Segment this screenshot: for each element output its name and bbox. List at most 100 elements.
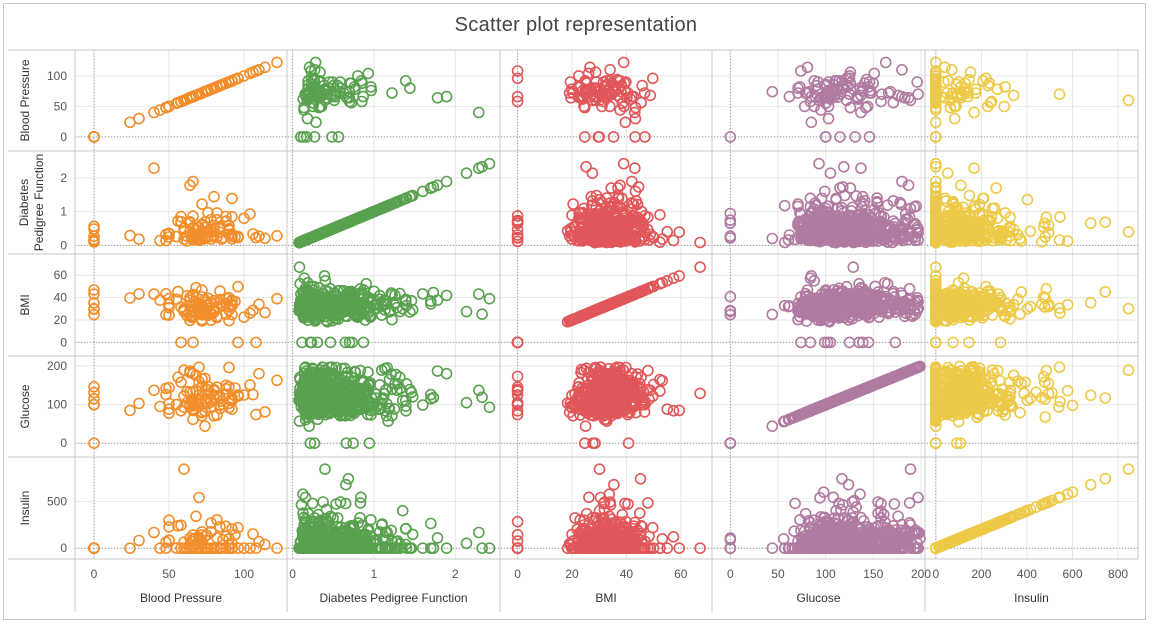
point-glucose-vs-diabetes-pedigree-function xyxy=(778,199,791,212)
point-blood-pressure-vs-bmi xyxy=(259,306,271,319)
point-insulin-vs-blood-pressure xyxy=(929,81,942,93)
point-insulin-vs-bmi xyxy=(1061,298,1074,311)
point-blood-pressure-vs-diabetes-pedigree-function xyxy=(208,190,220,203)
point-glucose-vs-blood-pressure xyxy=(822,112,835,125)
point-insulin-vs-blood-pressure xyxy=(1122,94,1135,107)
point-blood-pressure-vs-bmi xyxy=(271,292,283,305)
point-bmi-vs-bmi xyxy=(694,261,706,274)
point-bmi-vs-diabetes-pedigree-function xyxy=(617,157,630,170)
point-bmi-vs-blood-pressure xyxy=(589,94,602,107)
point-insulin-vs-blood-pressure xyxy=(929,70,942,82)
point-glucose-vs-blood-pressure xyxy=(812,76,824,88)
point-glucose-vs-blood-pressure xyxy=(794,81,806,93)
point-blood-pressure-vs-diabetes-pedigree-function xyxy=(205,213,217,226)
point-glucose-vs-blood-pressure xyxy=(825,89,838,102)
point-blood-pressure-vs-blood-pressure xyxy=(163,100,175,113)
point-bmi-vs-diabetes-pedigree-function xyxy=(628,162,641,174)
point-bmi-vs-blood-pressure xyxy=(627,90,640,103)
point-glucose-vs-blood-pressure xyxy=(879,56,892,69)
point-blood-pressure-vs-blood-pressure xyxy=(148,106,160,119)
point-diabetes-pedigree-function-vs-blood-pressure xyxy=(308,131,321,143)
point-blood-pressure-vs-diabetes-pedigree-function xyxy=(196,230,208,243)
point-blood-pressure-vs-diabetes-pedigree-function xyxy=(226,192,238,205)
point-insulin-vs-blood-pressure xyxy=(998,100,1011,113)
point-diabetes-pedigree-function-vs-blood-pressure xyxy=(362,67,375,80)
point-bmi-vs-blood-pressure xyxy=(628,106,641,119)
point-blood-pressure-vs-diabetes-pedigree-function xyxy=(271,230,283,242)
chart-title: Scatter plot representation xyxy=(454,14,698,36)
point-insulin-vs-blood-pressure xyxy=(999,81,1011,93)
point-glucose-vs-blood-pressure xyxy=(876,88,888,100)
point-blood-pressure-vs-diabetes-pedigree-function xyxy=(238,212,250,225)
point-insulin-vs-blood-pressure xyxy=(970,83,982,96)
point-glucose-vs-blood-pressure xyxy=(847,83,860,96)
point-insulin-vs-blood-pressure xyxy=(929,116,942,129)
point-blood-pressure-vs-diabetes-pedigree-function xyxy=(250,231,262,244)
point-diabetes-pedigree-function-vs-blood-pressure xyxy=(431,92,444,104)
point-blood-pressure-vs-glucose xyxy=(244,379,256,391)
point-bmi-vs-blood-pressure xyxy=(617,56,630,69)
point-blood-pressure-vs-diabetes-pedigree-function xyxy=(217,231,229,244)
point-blood-pressure-vs-blood-pressure xyxy=(196,87,208,99)
point-bmi-vs-blood-pressure xyxy=(572,70,585,82)
point-bmi-vs-blood-pressure xyxy=(563,87,576,99)
point-bmi-vs-blood-pressure xyxy=(583,83,596,96)
point-bmi-vs-blood-pressure xyxy=(603,100,616,113)
point-bmi-vs-blood-pressure xyxy=(578,131,591,143)
point-blood-pressure-vs-diabetes-pedigree-function xyxy=(88,236,100,248)
point-insulin-vs-blood-pressure xyxy=(946,88,958,100)
point-bmi-vs-diabetes-pedigree-function xyxy=(586,167,599,179)
point-glucose-vs-blood-pressure xyxy=(813,94,825,107)
point-insulin-vs-blood-pressure xyxy=(981,100,994,113)
point-insulin-vs-blood-pressure xyxy=(944,94,957,107)
point-glucose-vs-blood-pressure xyxy=(868,67,881,80)
point-glucose-vs-blood-pressure xyxy=(840,72,853,85)
point-blood-pressure-vs-diabetes-pedigree-function xyxy=(223,223,235,235)
point-glucose-vs-blood-pressure xyxy=(911,76,924,88)
point-insulin-vs-blood-pressure xyxy=(980,72,992,85)
point-bmi-vs-diabetes-pedigree-function xyxy=(667,234,680,247)
point-insulin-vs-diabetes-pedigree-function xyxy=(963,189,976,202)
point-diabetes-pedigree-function-vs-bmi xyxy=(483,292,496,305)
point-insulin-vs-diabetes-pedigree-function xyxy=(990,182,1003,194)
point-bmi-vs-blood-pressure xyxy=(629,101,642,114)
point-glucose-vs-blood-pressure xyxy=(875,95,887,108)
point-insulin-vs-blood-pressure xyxy=(948,112,961,125)
point-blood-pressure-vs-bmi xyxy=(232,280,244,293)
point-blood-pressure-vs-bmi xyxy=(247,304,259,317)
point-insulin-vs-blood-pressure xyxy=(959,77,971,89)
point-diabetes-pedigree-function-vs-blood-pressure xyxy=(314,66,326,78)
point-bmi-vs-blood-pressure xyxy=(612,75,625,87)
point-blood-pressure-vs-blood-pressure xyxy=(259,61,271,74)
point-glucose-vs-bmi xyxy=(847,261,860,274)
point-insulin-vs-blood-pressure xyxy=(1007,89,1020,102)
point-insulin-vs-blood-pressure xyxy=(929,93,942,105)
point-bmi-vs-blood-pressure xyxy=(511,65,524,77)
point-glucose-vs-blood-pressure xyxy=(863,76,876,88)
point-insulin-vs-blood-pressure xyxy=(977,75,989,87)
point-bmi-vs-blood-pressure xyxy=(644,89,657,102)
point-insulin-vs-blood-pressure xyxy=(947,87,959,99)
point-diabetes-pedigree-function-vs-blood-pressure xyxy=(301,94,314,107)
point-blood-pressure-vs-glucose xyxy=(271,374,283,387)
point-glucose-vs-blood-pressure xyxy=(801,61,814,74)
point-insulin-vs-blood-pressure xyxy=(929,131,942,143)
point-diabetes-pedigree-function-vs-diabetes-pedigree-function xyxy=(460,167,473,179)
point-bmi-vs-blood-pressure xyxy=(597,76,610,88)
point-diabetes-pedigree-function-vs-bmi xyxy=(293,261,306,274)
point-insulin-vs-blood-pressure xyxy=(958,85,971,98)
point-blood-pressure-vs-diabetes-pedigree-function xyxy=(184,179,196,192)
point-blood-pressure-vs-blood-pressure xyxy=(211,81,223,93)
point-diabetes-pedigree-function-vs-blood-pressure xyxy=(345,77,357,89)
point-diabetes-pedigree-function-vs-diabetes-pedigree-function xyxy=(483,157,496,170)
point-bmi-vs-diabetes-pedigree-function xyxy=(580,161,592,173)
point-diabetes-pedigree-function-vs-diabetes-pedigree-function xyxy=(476,161,488,173)
point-blood-pressure-vs-blood-pressure xyxy=(271,56,283,69)
point-glucose-vs-blood-pressure xyxy=(849,131,862,143)
point-glucose-vs-diabetes-pedigree-function xyxy=(766,232,779,245)
point-bmi-vs-diabetes-pedigree-function xyxy=(567,198,579,210)
point-blood-pressure-vs-blood-pressure xyxy=(170,97,183,110)
point-diabetes-pedigree-function-vs-blood-pressure xyxy=(307,87,320,99)
point-bmi-vs-blood-pressure xyxy=(607,131,620,143)
